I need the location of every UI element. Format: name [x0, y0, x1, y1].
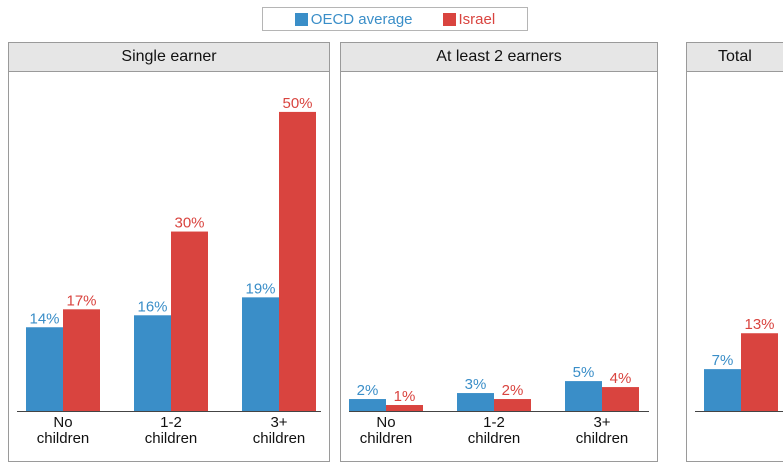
- legend-item-israel: Israel: [442, 10, 496, 28]
- category-label: children: [468, 430, 521, 447]
- bar-oecd: [349, 399, 386, 411]
- data-label: 19%: [245, 280, 275, 297]
- data-label: 7%: [712, 352, 734, 369]
- category-label: children: [145, 430, 198, 447]
- chart-single-earner: 14%17%Nochildren16%30%1-2children19%50%3…: [17, 95, 321, 447]
- chart-total: 7% 13%: [695, 316, 783, 412]
- panel-single-earner: Single earner 14% 17% No children 16% 30% 1-2 c…: [8, 42, 330, 462]
- legend: OECD average Israel: [262, 7, 528, 31]
- category-label: 1-2: [483, 414, 505, 431]
- legend-item-oecd: OECD average: [294, 10, 413, 28]
- panel-title: At least 2 earners: [341, 43, 657, 72]
- data-label: 30%: [174, 215, 204, 232]
- data-label: 17%: [66, 292, 96, 309]
- bar-israel: [386, 405, 423, 411]
- data-label: 50%: [282, 95, 312, 112]
- bar-israel: [494, 399, 531, 411]
- category-label: 3+: [593, 414, 610, 431]
- bar-oecd: [457, 393, 494, 411]
- legend-label-israel: Israel: [458, 10, 496, 28]
- panel-title: Total: [687, 43, 783, 72]
- bar-israel: [171, 231, 208, 411]
- data-label: 13%: [744, 316, 774, 333]
- data-label: 2%: [357, 382, 379, 399]
- bar-oecd: [26, 327, 63, 411]
- category-label: 1-2: [160, 414, 182, 431]
- data-label: 3%: [465, 376, 487, 393]
- data-label: 1%: [394, 388, 416, 405]
- category-label: No: [376, 414, 395, 431]
- data-label: 5%: [573, 364, 595, 381]
- data-label: 4%: [610, 370, 632, 387]
- bar-israel: [279, 111, 316, 411]
- bar-oecd: [242, 297, 279, 411]
- data-label: 14%: [29, 310, 59, 327]
- bar-israel: [63, 309, 100, 411]
- bar-israel: [602, 387, 639, 411]
- data-label: 16%: [137, 298, 167, 315]
- bar-oecd: [704, 369, 741, 411]
- panel-two-earners: At least 2 earners 2% 1% No children 3% 2% 1-2…: [340, 42, 658, 462]
- category-label: children: [253, 430, 306, 447]
- legend-swatch-israel: [442, 12, 456, 26]
- bar-israel: [741, 333, 778, 411]
- category-label: 3+: [270, 414, 287, 431]
- category-label: children: [37, 430, 90, 447]
- data-label: 2%: [502, 382, 524, 399]
- legend-label-oecd: OECD average: [310, 10, 413, 28]
- bar-oecd: [565, 381, 602, 411]
- category-label: No: [53, 414, 72, 431]
- bar-oecd: [134, 315, 171, 411]
- category-label: children: [360, 430, 413, 447]
- panel-title: Single earner: [9, 43, 329, 72]
- legend-swatch-oecd: [294, 12, 308, 26]
- panel-total: Total 7% 13%: [686, 42, 783, 462]
- category-label: children: [576, 430, 629, 447]
